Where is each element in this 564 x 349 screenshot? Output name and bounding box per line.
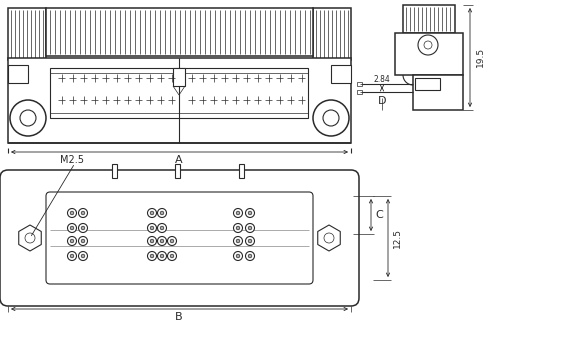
Circle shape [248,211,252,215]
Circle shape [324,233,334,243]
Circle shape [157,223,166,232]
Circle shape [248,254,252,258]
Polygon shape [415,78,440,90]
Text: D: D [378,96,386,106]
FancyBboxPatch shape [0,170,359,306]
FancyBboxPatch shape [46,192,313,284]
Text: C: C [375,210,383,220]
Circle shape [170,239,174,243]
Text: 19.5: 19.5 [475,47,484,67]
Circle shape [68,252,77,260]
Polygon shape [8,8,46,60]
Circle shape [68,223,77,232]
Circle shape [313,100,349,136]
Polygon shape [395,33,463,75]
Polygon shape [50,68,308,118]
Polygon shape [239,164,244,178]
Circle shape [150,254,154,258]
Circle shape [236,254,240,258]
Polygon shape [46,8,313,56]
Circle shape [168,252,177,260]
Circle shape [157,237,166,245]
Circle shape [68,208,77,217]
Polygon shape [331,65,351,83]
Circle shape [424,41,432,49]
Polygon shape [173,68,185,86]
Circle shape [160,254,164,258]
Circle shape [68,237,77,245]
Circle shape [233,208,243,217]
Circle shape [233,223,243,232]
Circle shape [160,226,164,230]
Circle shape [245,208,254,217]
Circle shape [70,226,74,230]
Circle shape [233,237,243,245]
Circle shape [78,252,87,260]
Circle shape [245,237,254,245]
Circle shape [78,237,87,245]
Circle shape [25,233,35,243]
Text: A: A [175,155,183,165]
Polygon shape [19,225,41,251]
Text: B: B [175,312,183,322]
Circle shape [248,226,252,230]
Circle shape [150,226,154,230]
Circle shape [170,254,174,258]
Circle shape [245,223,254,232]
Circle shape [236,239,240,243]
Circle shape [81,254,85,258]
Text: 12.5: 12.5 [393,228,402,248]
Polygon shape [8,58,351,143]
Circle shape [150,239,154,243]
Circle shape [78,223,87,232]
Polygon shape [112,164,117,178]
Circle shape [418,35,438,55]
Circle shape [160,211,164,215]
Polygon shape [8,65,28,83]
Circle shape [20,110,36,126]
Text: 2.84: 2.84 [373,74,390,83]
Polygon shape [318,225,340,251]
Circle shape [81,211,85,215]
Circle shape [150,211,154,215]
Circle shape [157,252,166,260]
Polygon shape [175,164,180,178]
Circle shape [81,239,85,243]
Circle shape [78,208,87,217]
Circle shape [248,239,252,243]
Circle shape [148,252,156,260]
Circle shape [236,226,240,230]
Circle shape [70,239,74,243]
Circle shape [10,100,46,136]
Circle shape [245,252,254,260]
Circle shape [148,237,156,245]
Polygon shape [413,75,463,110]
Circle shape [148,208,156,217]
Circle shape [168,237,177,245]
Polygon shape [403,5,455,33]
Circle shape [233,252,243,260]
Circle shape [70,211,74,215]
Circle shape [236,211,240,215]
Circle shape [160,239,164,243]
Polygon shape [357,90,362,94]
Circle shape [148,223,156,232]
Circle shape [81,226,85,230]
Circle shape [70,254,74,258]
Circle shape [323,110,339,126]
Polygon shape [357,82,362,86]
Polygon shape [313,8,351,60]
Circle shape [157,208,166,217]
Text: M2.5: M2.5 [60,155,84,165]
